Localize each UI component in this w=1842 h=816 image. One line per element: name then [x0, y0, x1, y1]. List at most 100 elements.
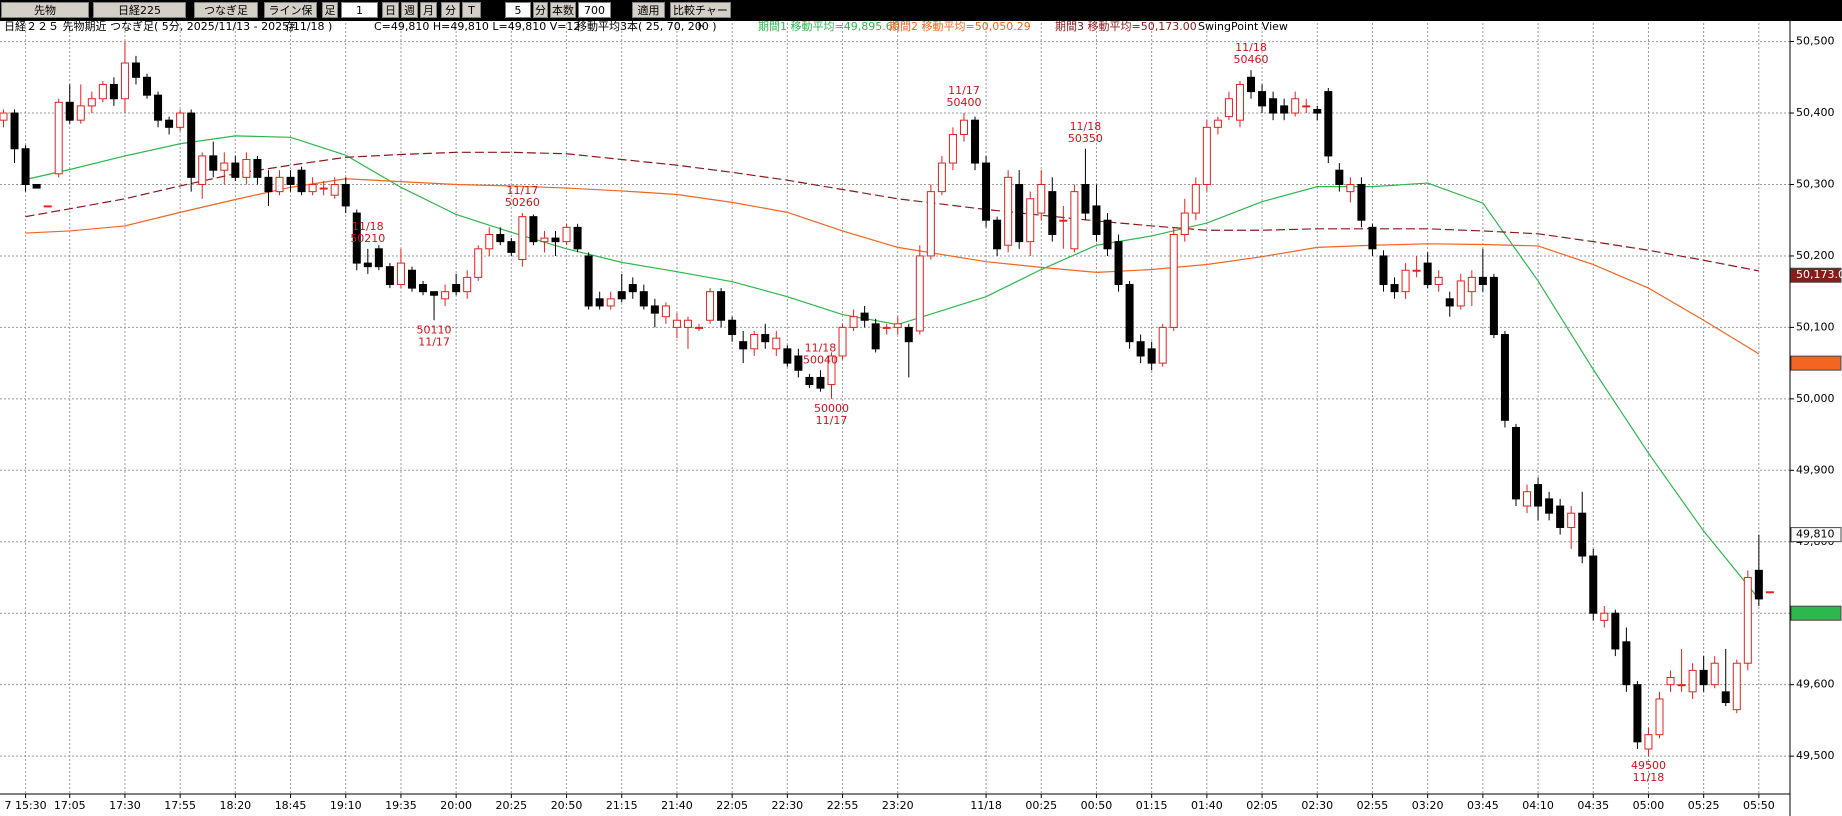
candle-body: [1732, 662, 1741, 711]
candle-body: [275, 176, 284, 193]
candle-body: [98, 83, 107, 100]
x-tick-label: 04:10: [1522, 799, 1554, 812]
x-tick-label: 19:35: [385, 799, 417, 812]
y-tick-label: 49,500: [1796, 749, 1835, 762]
candle-body: [165, 119, 174, 128]
candle-body: [1412, 269, 1421, 272]
x-tick-label: 02:05: [1246, 799, 1278, 812]
input[interactable]: 1: [341, 2, 378, 18]
candle-body: [1622, 641, 1631, 686]
candle-body: [1710, 662, 1719, 686]
button[interactable]: 比較チャート: [670, 2, 731, 33]
input[interactable]: 5: [505, 2, 531, 18]
button[interactable]: ライン保存: [264, 2, 317, 33]
button[interactable]: T: [462, 2, 481, 18]
candle-body: [1258, 91, 1267, 107]
candle-body: [374, 248, 383, 268]
legend-entry: 期間1 移動平均=49,895.60: [758, 19, 900, 33]
button[interactable]: 週: [401, 2, 418, 18]
y-tick-label: 49,600: [1796, 678, 1835, 691]
candle-body: [154, 94, 163, 121]
candle-body: [573, 226, 582, 250]
candle-body: [948, 133, 957, 164]
x-tick-label: 01:15: [1136, 799, 1168, 812]
x-tick-label: 17:05: [54, 799, 86, 812]
candle-body: [1191, 183, 1200, 214]
button[interactable]: 月: [420, 2, 437, 18]
candle-body: [1280, 105, 1289, 114]
candle-body: [1743, 576, 1752, 664]
swing-date: 11/18: [1633, 771, 1665, 784]
toolbar: 先物 日経225 つなぎ足 ライン保存 足 1 日 週 月 分 T 5 分 本数…: [0, 0, 1842, 33]
candle-body: [0, 112, 8, 121]
y-tick-label: 50,200: [1796, 249, 1835, 262]
header-title: 日経２２５ 先物期近 つなぎ足( 5分, 2025/11/13 - 2025/1…: [4, 19, 332, 33]
candle-body: [143, 76, 152, 96]
x-tick-label: 20:50: [551, 799, 583, 812]
candle-body: [341, 183, 350, 207]
candle-body: [1169, 234, 1178, 328]
button[interactable]: 分: [441, 2, 460, 18]
candle-body: [1114, 241, 1123, 286]
select[interactable]: 日経225: [93, 2, 186, 18]
candle-body: [728, 319, 737, 336]
candle-body: [772, 337, 781, 350]
swing-price: 50000: [814, 402, 849, 415]
candle-body: [407, 269, 416, 289]
candle-body: [87, 98, 96, 107]
candle-body: [352, 212, 361, 264]
candle-body: [1368, 226, 1377, 250]
candle-body: [220, 162, 229, 171]
candle-body: [1467, 276, 1476, 293]
x-tick-label: 02:30: [1301, 799, 1333, 812]
candle-body: [518, 216, 527, 261]
legend-entry: 期間2 移動平均=50,050.29: [889, 19, 1031, 33]
candle-body: [717, 291, 726, 321]
candle-body: [1478, 276, 1487, 286]
candle-body: [253, 158, 262, 178]
button[interactable]: 適用: [632, 2, 665, 18]
moving-average-line: [25, 135, 1760, 600]
candle-body: [1070, 191, 1079, 250]
candle-body: [396, 262, 405, 286]
legend-entry: 期間3 移動平均=50,173.00: [1055, 19, 1197, 33]
button[interactable]: 日: [382, 2, 399, 18]
select[interactable]: 先物: [1, 2, 89, 18]
candle-body: [1313, 108, 1322, 114]
candle-body: [1500, 334, 1509, 421]
candle-body: [1015, 183, 1024, 243]
select[interactable]: つなぎ足: [194, 2, 258, 18]
candle-body: [1346, 183, 1355, 193]
candle-body: [551, 237, 560, 243]
candle-body: [1147, 348, 1156, 364]
candle-body: [1291, 98, 1300, 114]
header-tool: SwingPoint View: [1198, 20, 1288, 33]
swing-price: 50350: [1068, 132, 1103, 145]
candle-body: [1633, 684, 1642, 743]
candle-body: [838, 326, 847, 357]
candle-body: [584, 255, 593, 307]
candle-body: [816, 376, 825, 389]
x-tick-label: 03:20: [1412, 799, 1444, 812]
candle-body: [1224, 98, 1233, 118]
candle-body: [109, 83, 118, 100]
input[interactable]: 700: [578, 2, 611, 18]
candle-body: [1611, 612, 1620, 650]
candle-body: [474, 248, 483, 278]
swing-date: 11/18: [1070, 120, 1102, 133]
x-tick-label: 22:30: [771, 799, 803, 812]
candle-body: [595, 298, 604, 307]
candle-body: [1202, 126, 1211, 185]
x-tick-label: 23:20: [882, 799, 914, 812]
swing-price: 49500: [1631, 759, 1666, 772]
candle-body: [1335, 169, 1344, 185]
candle-body: [1445, 298, 1454, 307]
header-quote: C=49,810 H=49,810 L=49,810 V=12: [374, 20, 580, 33]
y-tick-label: 50,300: [1796, 177, 1835, 190]
x-tick-label: 02:55: [1357, 799, 1389, 812]
x-tick-label: 05:00: [1633, 799, 1665, 812]
swing-price: 50260: [505, 196, 540, 209]
x-tick-label: 11/18: [970, 799, 1002, 812]
